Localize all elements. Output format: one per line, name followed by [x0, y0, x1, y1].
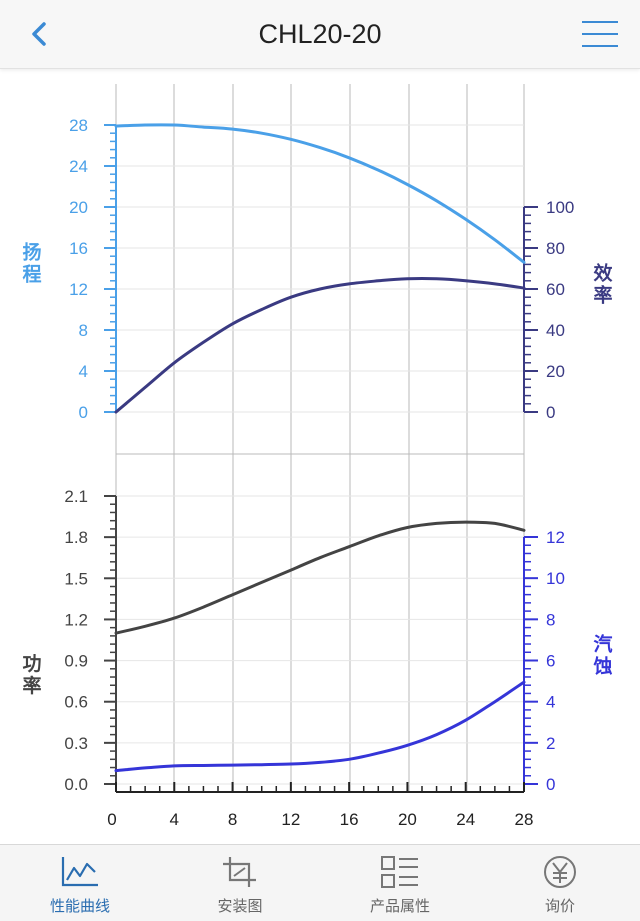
tab-product-attributes[interactable]: 产品属性	[320, 845, 480, 921]
tab-label: 性能曲线	[49, 898, 110, 915]
x-axis-tick-label: 8	[228, 810, 237, 829]
left-axis-tick-label: 1.5	[64, 569, 88, 588]
left-axis-tick-label: 0.0	[64, 775, 88, 794]
right-axis-tick-label: 12	[546, 528, 565, 547]
hamburger-menu-icon	[582, 21, 618, 47]
tab-label: 产品属性	[369, 898, 430, 915]
x-axis-tick-label: 20	[398, 810, 417, 829]
chevron-left-icon	[32, 22, 46, 46]
right-axis-tick-label: 8	[546, 610, 555, 629]
left-axis-tick-label: 8	[79, 321, 88, 340]
left-axis-tick-label: 0.3	[64, 734, 88, 753]
right-axis-tick-label: 2	[546, 734, 555, 753]
yen-coin-icon	[544, 856, 576, 888]
app-header: CHL20-20	[0, 0, 640, 69]
bottom-tab-bar: 性能曲线 安装图 产品属性 询价	[0, 844, 640, 921]
series-line-汽蚀	[114, 680, 526, 773]
right-axis-tick-label: 40	[546, 321, 565, 340]
right-axis-title: 蚀	[592, 655, 612, 678]
right-axis-tick-label: 80	[546, 239, 565, 258]
left-axis-title: 率	[22, 674, 41, 697]
left-axis-title: 扬	[22, 241, 41, 264]
x-axis-tick-label: 4	[170, 810, 179, 829]
menu-button[interactable]	[580, 18, 620, 50]
right-axis-tick-label: 20	[546, 362, 565, 381]
x-axis-tick-label: 28	[515, 810, 534, 829]
right-axis-title: 效	[593, 262, 612, 285]
left-axis-tick-label: 0.6	[64, 693, 88, 712]
left-axis-title: 功	[22, 653, 41, 675]
tab-performance-curve[interactable]: 性能曲线	[0, 845, 160, 921]
right-axis-tick-label: 10	[546, 569, 565, 588]
right-axis-tick-label: 100	[546, 198, 574, 217]
tab-installation-drawing[interactable]: 安装图	[160, 845, 320, 921]
series-line-效率	[114, 277, 526, 414]
right-axis-tick-label: 6	[546, 652, 555, 671]
right-axis-tick-label: 60	[546, 280, 565, 299]
left-axis-tick-label: 16	[69, 239, 88, 258]
tab-inquiry[interactable]: 询价	[480, 845, 640, 921]
series-line-功率	[114, 520, 526, 635]
right-axis-title: 汽	[593, 633, 612, 656]
left-axis-tick-label: 20	[69, 198, 88, 217]
series-line-扬程	[114, 123, 526, 264]
line-chart-icon	[61, 857, 98, 887]
page-title: CHL20-20	[258, 19, 382, 49]
x-axis-tick-label: 12	[281, 810, 300, 829]
left-axis-tick-label: 12	[69, 280, 88, 299]
crop-frame-icon	[223, 857, 256, 887]
right-axis-tick-label: 0	[546, 775, 555, 794]
left-axis-tick-label: 2.1	[64, 487, 88, 506]
right-axis-title: 率	[593, 284, 612, 307]
x-axis-tick-label: 24	[456, 810, 475, 829]
list-icon	[381, 856, 418, 888]
left-axis-tick-label: 28	[69, 116, 88, 135]
x-axis-tick-label: 16	[340, 810, 359, 829]
left-axis-tick-label: 0	[79, 403, 88, 422]
back-button[interactable]	[22, 16, 58, 52]
left-axis-tick-label: 4	[79, 362, 88, 381]
tab-label: 询价	[544, 898, 575, 915]
right-axis-tick-label: 4	[546, 693, 555, 712]
left-axis-tick-label: 0.9	[64, 652, 88, 671]
tab-label: 安装图	[217, 898, 263, 915]
right-axis-tick-label: 0	[546, 403, 555, 422]
left-axis-tick-label: 1.2	[64, 610, 88, 629]
left-axis-title: 程	[22, 264, 41, 286]
left-axis-tick-label: 24	[69, 157, 88, 176]
x-axis-tick-label: 0	[107, 810, 116, 829]
left-axis-tick-label: 1.8	[64, 528, 88, 547]
